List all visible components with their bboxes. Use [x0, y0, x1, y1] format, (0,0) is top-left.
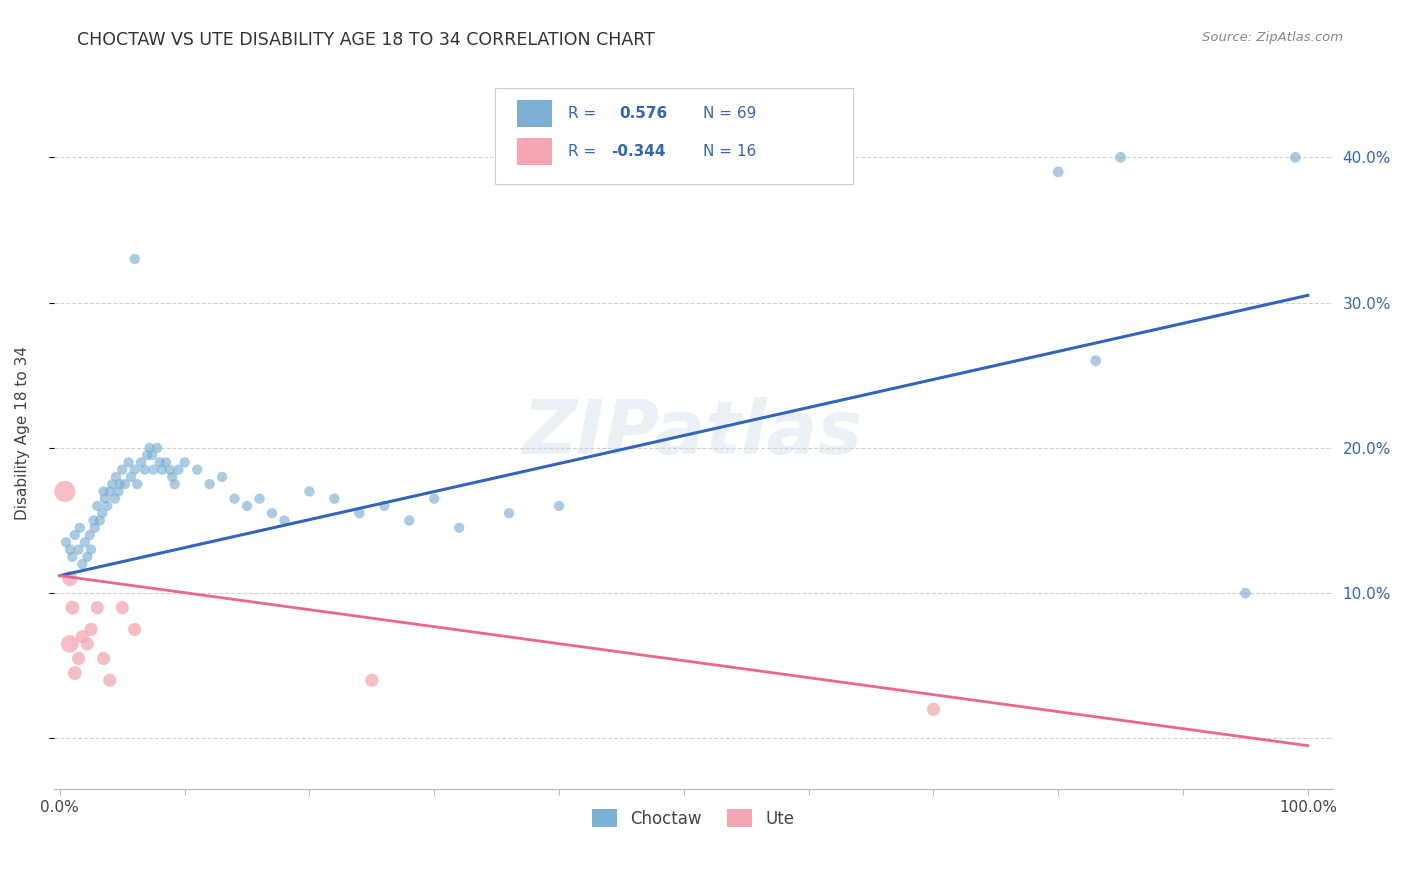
Point — [101, 477, 124, 491]
Point — [136, 448, 159, 462]
Point — [138, 441, 160, 455]
Y-axis label: Disability Age 18 to 34: Disability Age 18 to 34 — [15, 346, 30, 520]
Point — [423, 491, 446, 506]
Point — [76, 549, 98, 564]
Point — [373, 499, 395, 513]
Point — [349, 506, 371, 520]
Point — [111, 463, 134, 477]
Point — [83, 514, 105, 528]
Point — [149, 455, 172, 469]
Point — [93, 484, 115, 499]
Point — [159, 463, 181, 477]
Point — [60, 600, 83, 615]
Point — [173, 455, 195, 469]
Point — [167, 463, 190, 477]
Point — [1047, 165, 1070, 179]
Point — [86, 600, 108, 615]
Point — [80, 623, 103, 637]
Point — [73, 535, 96, 549]
Point — [124, 252, 146, 266]
Point — [160, 470, 183, 484]
Point — [360, 673, 382, 688]
Point — [80, 542, 103, 557]
Text: N = 69: N = 69 — [703, 106, 756, 121]
Point — [59, 637, 82, 651]
Text: -0.344: -0.344 — [612, 144, 666, 159]
Point — [67, 542, 90, 557]
Point — [94, 491, 117, 506]
Point — [60, 549, 83, 564]
Point — [86, 499, 108, 513]
Point — [273, 514, 295, 528]
Point — [83, 521, 105, 535]
Point — [124, 623, 146, 637]
Point — [155, 455, 177, 469]
Point — [67, 651, 90, 665]
Point — [1234, 586, 1257, 600]
Text: R =: R = — [568, 106, 596, 121]
Point — [1109, 150, 1132, 164]
Point — [72, 630, 94, 644]
Point — [1284, 150, 1306, 164]
Point — [104, 491, 127, 506]
Point — [150, 463, 173, 477]
Point — [236, 499, 259, 513]
Point — [98, 673, 121, 688]
Point — [93, 651, 115, 665]
Point — [114, 477, 136, 491]
Point — [69, 521, 91, 535]
Point — [548, 499, 571, 513]
Point — [449, 521, 471, 535]
Point — [323, 491, 346, 506]
Point — [142, 463, 165, 477]
Point — [98, 484, 121, 499]
Point — [76, 637, 98, 651]
Point — [260, 506, 283, 520]
Point — [96, 499, 118, 513]
FancyBboxPatch shape — [495, 88, 853, 185]
Point — [59, 572, 82, 586]
Point — [111, 600, 134, 615]
Text: ZIPatlas: ZIPatlas — [523, 397, 863, 470]
Text: R =: R = — [568, 144, 596, 159]
Point — [63, 665, 86, 680]
Point — [398, 514, 420, 528]
Point — [91, 506, 114, 520]
FancyBboxPatch shape — [516, 100, 553, 128]
Point — [89, 514, 111, 528]
Point — [79, 528, 101, 542]
Point — [141, 448, 163, 462]
Point — [922, 702, 945, 716]
Point — [117, 455, 139, 469]
FancyBboxPatch shape — [516, 138, 553, 165]
Point — [53, 484, 76, 499]
Point — [146, 441, 169, 455]
Point — [105, 470, 128, 484]
Point — [108, 477, 131, 491]
Point — [124, 463, 146, 477]
Point — [249, 491, 271, 506]
Point — [198, 477, 221, 491]
Point — [59, 542, 82, 557]
Point — [298, 484, 321, 499]
Point — [1084, 353, 1107, 368]
Point — [107, 484, 129, 499]
Point — [129, 455, 152, 469]
Point — [72, 557, 94, 571]
Point — [186, 463, 208, 477]
Point — [55, 535, 77, 549]
Point — [163, 477, 186, 491]
Point — [498, 506, 520, 520]
Text: N = 16: N = 16 — [703, 144, 756, 159]
Point — [120, 470, 142, 484]
Point — [63, 528, 86, 542]
Point — [127, 477, 149, 491]
Point — [134, 463, 156, 477]
Point — [224, 491, 246, 506]
Text: CHOCTAW VS UTE DISABILITY AGE 18 TO 34 CORRELATION CHART: CHOCTAW VS UTE DISABILITY AGE 18 TO 34 C… — [77, 31, 655, 49]
Legend: Choctaw, Ute: Choctaw, Ute — [585, 803, 801, 834]
Text: Source: ZipAtlas.com: Source: ZipAtlas.com — [1202, 31, 1343, 45]
Text: 0.576: 0.576 — [619, 106, 668, 121]
Point — [211, 470, 233, 484]
